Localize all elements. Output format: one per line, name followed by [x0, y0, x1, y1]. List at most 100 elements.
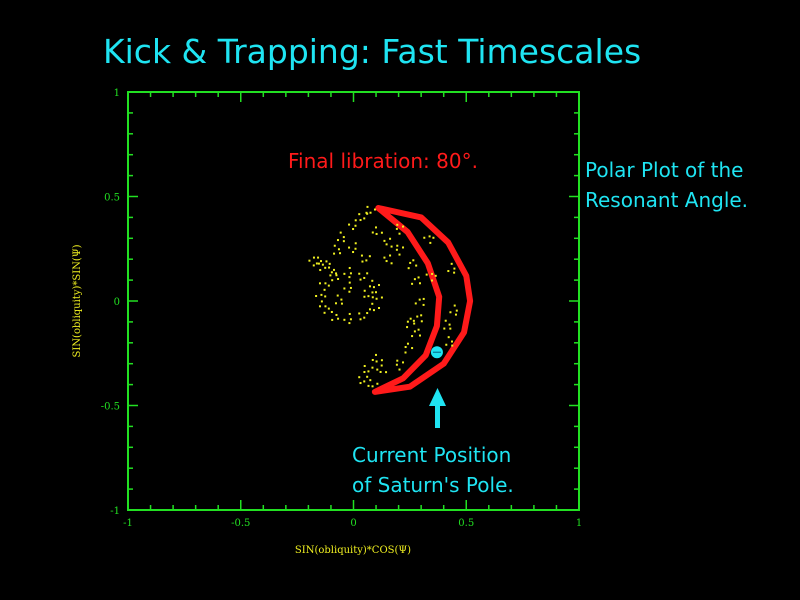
- scatter-point: [409, 261, 412, 264]
- scatter-point: [320, 293, 323, 296]
- scatter-point: [342, 236, 345, 239]
- scatter-point: [380, 359, 383, 362]
- scatter-point: [380, 364, 383, 367]
- scatter-point: [418, 298, 421, 301]
- scatter-point: [412, 259, 415, 262]
- libration-annotation: Final libration: 80°.: [288, 149, 478, 173]
- scatter-point: [358, 272, 361, 275]
- x-tick-label: 1: [576, 518, 582, 529]
- scatter-point: [406, 320, 409, 323]
- scatter-point: [331, 318, 334, 321]
- scatter-point: [407, 267, 410, 270]
- scatter-point: [371, 231, 374, 234]
- pole-label: Current Position of Saturn's Pole.: [352, 440, 514, 500]
- scatter-point: [367, 370, 370, 373]
- scatter-point: [418, 282, 421, 285]
- scatter-point: [396, 359, 399, 362]
- scatter-point: [328, 262, 331, 265]
- scatter-point: [371, 385, 374, 388]
- scatter-point: [422, 297, 425, 300]
- scatter-point: [450, 262, 453, 265]
- y-axis-label: SIN(obliquity)*SIN(Ψ): [72, 244, 83, 357]
- scatter-point: [337, 317, 340, 320]
- scatter-point: [402, 246, 405, 249]
- scatter-point: [444, 319, 447, 322]
- scatter-point: [366, 272, 369, 275]
- scatter-point: [366, 205, 369, 208]
- scatter-point: [416, 315, 419, 318]
- scatter-point: [422, 303, 425, 306]
- scatter-point: [447, 336, 450, 339]
- scatter-point: [371, 366, 374, 369]
- scatter-point: [359, 219, 362, 222]
- scatter-point: [372, 286, 375, 289]
- scatter-point: [349, 318, 352, 321]
- scatter-point: [308, 259, 311, 262]
- scatter-point: [315, 262, 318, 265]
- scatter-point: [327, 307, 330, 310]
- x-tick-label: 0: [350, 518, 356, 529]
- scatter-point: [385, 243, 388, 246]
- scatter-point: [454, 313, 457, 316]
- scatter-point: [324, 266, 327, 269]
- scatter-point: [348, 276, 351, 279]
- scatter-point: [425, 273, 428, 276]
- scatter-point: [415, 264, 418, 267]
- scatter-point: [324, 282, 327, 285]
- scatter-point: [451, 344, 454, 347]
- scatter-point: [367, 384, 370, 387]
- scatter-point: [398, 232, 401, 235]
- scatter-point: [434, 274, 437, 277]
- scatter-point: [363, 380, 366, 383]
- scatter-point: [411, 282, 414, 285]
- scatter-point: [320, 300, 323, 303]
- scatter-point: [317, 256, 320, 259]
- scatter-point: [413, 278, 416, 281]
- side-note: Polar Plot of the Resonant Angle.: [585, 155, 748, 215]
- scatter-point: [414, 302, 417, 305]
- scatter-point: [365, 211, 368, 214]
- scatter-point: [389, 254, 392, 257]
- scatter-point: [336, 294, 339, 297]
- scatter-point: [352, 251, 355, 254]
- scatter-point: [375, 297, 378, 300]
- scatter-point: [379, 370, 382, 373]
- scatter-point: [339, 231, 342, 234]
- y-tick-label: 1: [114, 88, 120, 99]
- scatter-point: [423, 236, 426, 239]
- scatter-point: [339, 252, 342, 255]
- scatter-point: [376, 368, 379, 371]
- scatter-point: [359, 278, 362, 281]
- scatter-point: [312, 264, 315, 267]
- scatter-point: [448, 323, 451, 326]
- scatter-point: [383, 256, 386, 259]
- scatter-point: [333, 244, 336, 247]
- x-tick-label: 0.5: [458, 518, 474, 529]
- scatter-point: [375, 360, 378, 363]
- scatter-point: [368, 285, 371, 288]
- scatter-point: [359, 382, 362, 385]
- scatter-point: [378, 284, 381, 287]
- scatter-point: [411, 335, 414, 338]
- scatter-point: [340, 298, 343, 301]
- scatter-point: [390, 245, 393, 248]
- scatter-point: [374, 226, 377, 229]
- scatter-point: [359, 318, 362, 321]
- scatter-point: [334, 302, 337, 305]
- scatter-point: [420, 314, 423, 317]
- scatter-point: [321, 263, 324, 266]
- scatter-point: [363, 289, 366, 292]
- scatter-point: [363, 295, 366, 298]
- scatter-point: [360, 254, 363, 257]
- scatter-point: [453, 267, 456, 270]
- scatter-point: [375, 232, 378, 235]
- scatter-point: [369, 211, 372, 214]
- scatter-point: [349, 272, 352, 275]
- scatter-point: [429, 241, 432, 244]
- scatter-point: [327, 284, 330, 287]
- scatter-point: [371, 302, 374, 305]
- scatter-point: [343, 287, 346, 290]
- scatter-point: [373, 208, 376, 211]
- scatter-point: [368, 255, 371, 258]
- scatter-point: [336, 239, 339, 242]
